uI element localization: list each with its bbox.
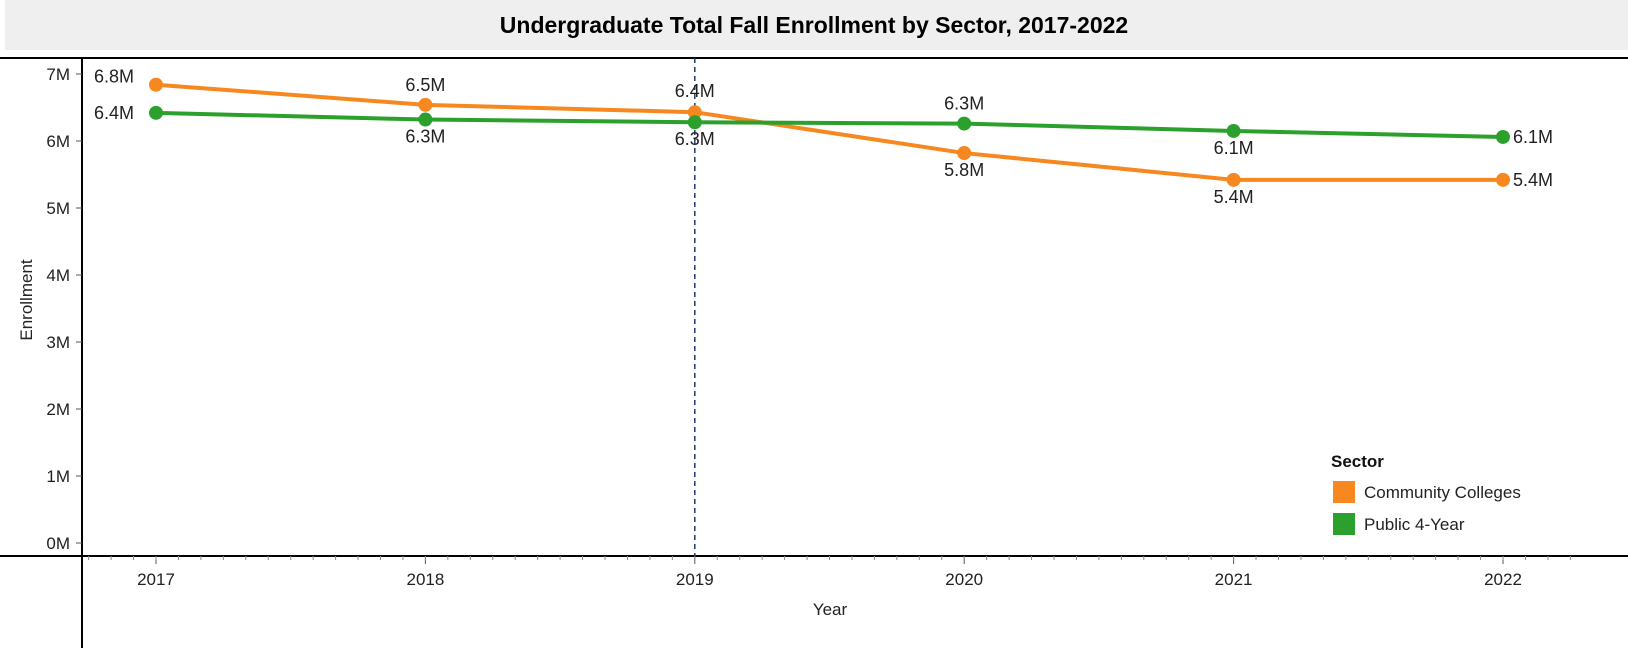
data-point <box>418 112 433 127</box>
legend-swatch <box>1333 481 1355 503</box>
data-label: 6.3M <box>675 129 715 149</box>
data-label: 6.4M <box>675 81 715 101</box>
data-point <box>957 146 972 161</box>
y-tick-label: 6M <box>46 132 70 151</box>
x-tick-label: 2019 <box>676 570 714 589</box>
x-tick-label: 2022 <box>1484 570 1522 589</box>
legend-label: Public 4-Year <box>1364 515 1465 534</box>
series-line-1 <box>155 110 1504 139</box>
y-tick-label: 5M <box>46 199 70 218</box>
data-point <box>687 105 702 120</box>
x-tick-label: 2021 <box>1215 570 1253 589</box>
y-tick-label: 2M <box>46 400 70 419</box>
data-point <box>418 97 433 112</box>
data-label: 5.4M <box>1214 187 1254 207</box>
x-tick-label: 2017 <box>137 570 175 589</box>
data-point <box>1496 129 1510 144</box>
data-point <box>1496 172 1510 187</box>
y-tick-label: 3M <box>46 333 70 352</box>
data-label: 5.4M <box>1513 170 1553 190</box>
x-tick-label: 2018 <box>406 570 444 589</box>
axes-group: 0M 1M 2M 3M 4M 5M 6M 7M 2017 2018 2019 2020 2021 2022… <box>0 57 1628 648</box>
data-label: 6.1M <box>1513 127 1553 147</box>
data-label: 6.5M <box>405 75 445 95</box>
data-label: 6.4M <box>94 103 134 123</box>
data-labels-group: 6.8M 6.5M 6.4M 5.8M 5.4M 5.4M 6.4M 6.3M 6.3M 6.3M… <box>94 67 1553 207</box>
y-axis-title: Enrollment <box>17 259 36 341</box>
y-tick-label: 1M <box>46 467 70 486</box>
legend-title: Sector <box>1331 452 1384 471</box>
data-label: 6.3M <box>944 94 984 114</box>
y-tick-label: 0M <box>46 534 70 553</box>
legend-swatch <box>1333 513 1355 535</box>
data-point <box>149 77 163 92</box>
data-label: 6.3M <box>405 127 445 147</box>
data-label: 5.8M <box>944 160 984 180</box>
data-point <box>1226 123 1241 138</box>
data-point <box>687 115 702 130</box>
y-tick-label: 7M <box>46 65 70 84</box>
data-label: 6.1M <box>1214 138 1254 158</box>
chart-title: Undergraduate Total Fall Enrollment by S… <box>500 12 1128 38</box>
x-axis-title: Year <box>813 600 848 619</box>
data-label: 6.8M <box>94 67 134 87</box>
series-line-0 <box>155 82 1503 182</box>
data-point <box>1226 172 1241 187</box>
legend: Sector Community Colleges Public 4-Year <box>1331 452 1521 535</box>
title-bar <box>5 0 1628 50</box>
x-tick-label: 2020 <box>945 570 983 589</box>
legend-label: Community Colleges <box>1364 483 1521 502</box>
data-point <box>957 116 972 131</box>
data-point <box>149 105 163 120</box>
y-tick-label: 4M <box>46 266 70 285</box>
series-group <box>149 77 1510 187</box>
